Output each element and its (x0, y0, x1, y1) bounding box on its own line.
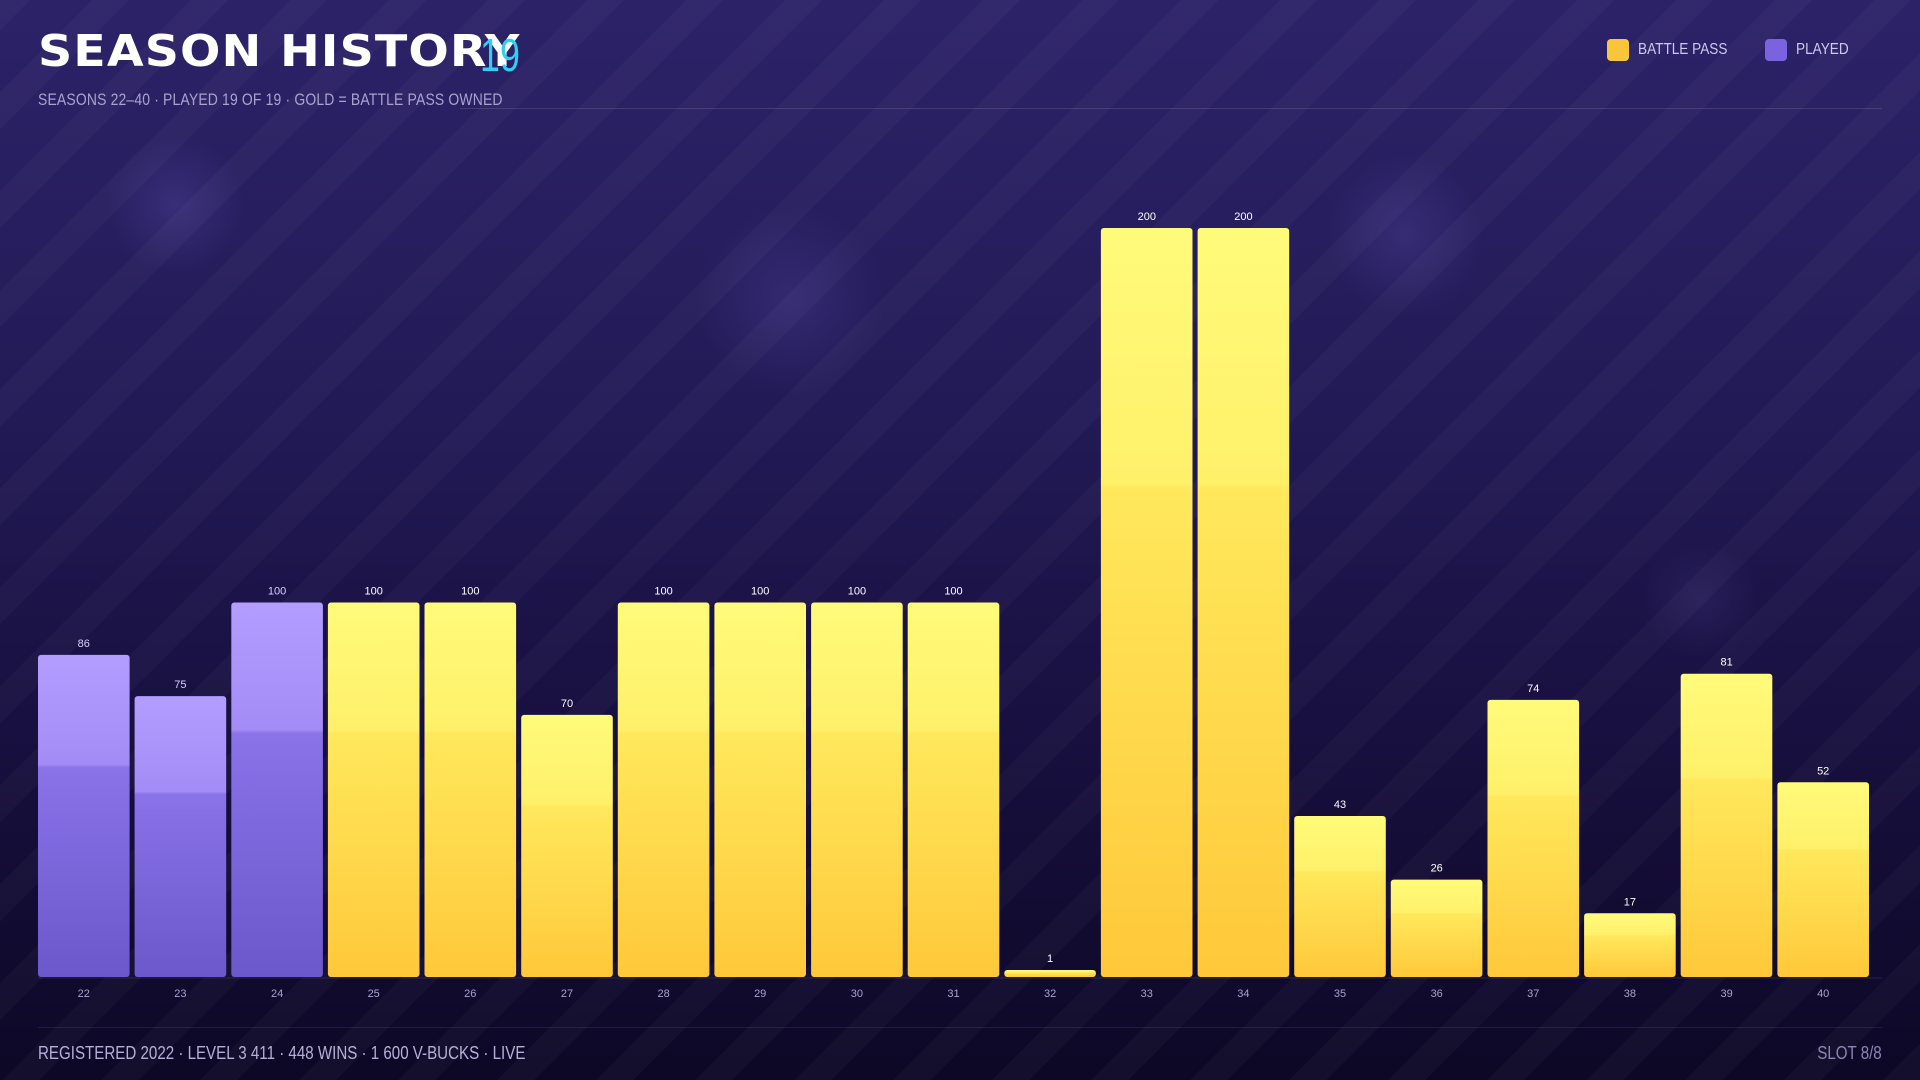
legend-item-played: PLAYED (1765, 39, 1858, 61)
value-label-season-33: 200 (1138, 211, 1156, 223)
x-tick-label-39: 39 (1720, 988, 1732, 1000)
bar-season-31 (907, 602, 1000, 977)
value-label-season-24: 100 (268, 586, 286, 598)
value-label-season-31: 100 (944, 586, 962, 598)
x-tick-label-30: 30 (851, 988, 863, 1000)
bar-season-38 (1584, 913, 1676, 977)
bar-season-37 (1487, 699, 1580, 977)
played-swatch (1765, 39, 1788, 61)
bar-season-29 (714, 602, 806, 977)
bar-season-24 (231, 602, 323, 977)
value-label-season-35: 43 (1334, 799, 1346, 811)
x-tick-label-38: 38 (1624, 988, 1636, 1000)
value-label-season-36: 26 (1431, 863, 1443, 875)
x-tick-label-33: 33 (1141, 988, 1153, 1000)
x-tick-label-40: 40 (1817, 988, 1829, 1000)
legend-label-played: PLAYED (1796, 41, 1849, 58)
value-label-season-38: 17 (1624, 896, 1636, 908)
slot-indicator: SLOT 8/8 (1817, 1043, 1882, 1063)
header-divider (460, 108, 1882, 109)
bar-season-30 (811, 602, 903, 977)
value-label-season-34: 200 (1234, 211, 1252, 223)
bar-season-27 (521, 714, 613, 977)
x-tick-label-26: 26 (464, 988, 476, 1000)
x-tick-label-24: 24 (271, 988, 283, 1000)
value-labels-layer: 86 75 100 100 100 70 100 100 100 100 1 200 200 43 26 74… (78, 211, 1830, 965)
value-label-season-22: 86 (78, 638, 90, 650)
x-tick-label-36: 36 (1431, 988, 1443, 1000)
value-label-season-25: 100 (365, 586, 383, 598)
battle-pass-swatch (1606, 39, 1629, 61)
bar-season-40 (1777, 782, 1869, 977)
season-count: 19 (480, 29, 520, 81)
bar-season-32 (1004, 970, 1096, 977)
bar-season-25 (327, 602, 420, 977)
bar-season-28 (617, 602, 710, 977)
bar-season-33 (1100, 228, 1193, 977)
value-label-season-26: 100 (461, 586, 479, 598)
x-tick-label-29: 29 (754, 988, 766, 1000)
legend-label-battle-pass: BATTLE PASS (1637, 41, 1728, 58)
value-label-season-40: 52 (1817, 765, 1829, 777)
x-tick-label-31: 31 (947, 988, 959, 1000)
x-tick-label-27: 27 (561, 988, 573, 1000)
value-label-season-37: 74 (1527, 683, 1539, 695)
x-tick-label-25: 25 (368, 988, 380, 1000)
bar-season-35 (1294, 816, 1386, 977)
value-label-season-29: 100 (751, 586, 769, 598)
legend: BATTLE PASS PLAYED (1606, 39, 1858, 61)
bars-layer (38, 228, 1869, 977)
x-tick-label-35: 35 (1334, 988, 1346, 1000)
bar-season-26 (424, 602, 517, 977)
x-tick-label-37: 37 (1527, 988, 1539, 1000)
x-tick-label-22: 22 (78, 988, 90, 1000)
value-label-season-32: 1 (1047, 953, 1053, 965)
value-label-season-28: 100 (654, 586, 672, 598)
x-tick-label-23: 23 (174, 988, 186, 1000)
bar-season-34 (1197, 228, 1290, 977)
x-tick-label-34: 34 (1237, 988, 1249, 1000)
value-label-season-23: 75 (174, 679, 186, 691)
bar-season-36 (1390, 879, 1483, 977)
x-tick-labels-layer: 22 23 24 25 26 27 28 29 30 31 32 33 34 35 36 37 38 39 40 (78, 988, 1830, 1000)
value-label-season-27: 70 (561, 698, 573, 710)
x-tick-label-32: 32 (1044, 988, 1056, 1000)
value-label-season-30: 100 (848, 586, 866, 598)
bar-season-23 (134, 696, 227, 977)
bar-season-39 (1680, 673, 1773, 977)
subtitle: SEASONS 22–40 · PLAYED 19 OF 19 · GOLD =… (38, 90, 503, 109)
bar-season-22 (38, 654, 130, 977)
footer-divider (38, 1027, 1882, 1028)
page-title: SEASON HISTORY (38, 26, 521, 77)
legend-item-battle-pass: BATTLE PASS (1606, 39, 1743, 61)
footer-stats: REGISTERED 2022 · LEVEL 3 411 · 448 WINS… (38, 1043, 526, 1063)
value-label-season-39: 81 (1720, 657, 1732, 669)
x-tick-label-28: 28 (657, 988, 669, 1000)
